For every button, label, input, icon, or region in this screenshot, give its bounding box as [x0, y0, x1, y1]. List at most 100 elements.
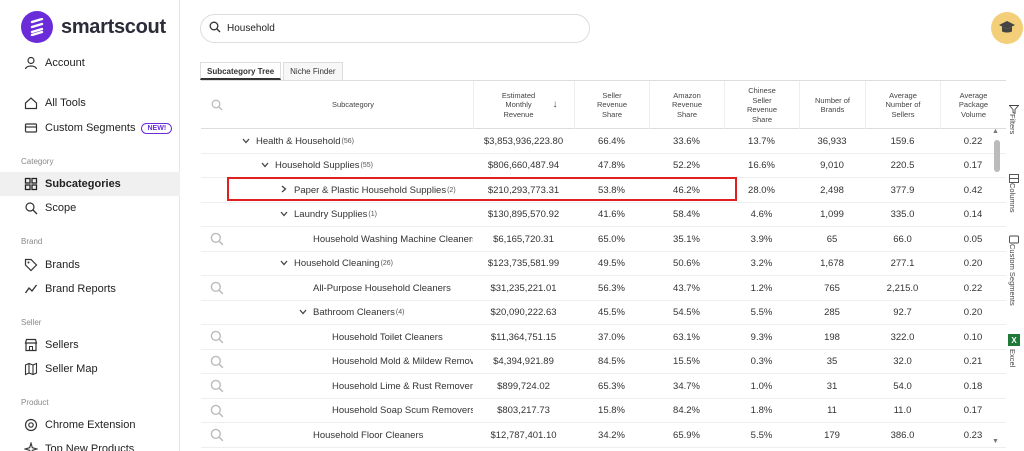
sidebar-item-seller-map[interactable]: Seller Map — [0, 357, 180, 381]
row-search-cell[interactable] — [201, 325, 233, 350]
header-subcategory[interactable]: Subcategory — [331, 100, 375, 110]
chinese-share-cell: 4.6% — [750, 209, 773, 221]
row-search-cell[interactable] — [201, 276, 233, 301]
subcategory-cell[interactable]: Health & Household (56) — [241, 129, 473, 154]
user-icon — [23, 55, 39, 71]
subcategory-cell[interactable]: Paper & Plastic Household Supplies (2) — [279, 178, 473, 203]
table-row[interactable]: Household Cleaning (26) $123,735,581.99 49.… — [201, 252, 1006, 277]
sidebar: smartscout Account All Tools Custom Segm… — [0, 0, 180, 451]
sidebar-item-all-tools[interactable]: All Tools — [0, 91, 180, 115]
subcategory-cell[interactable]: Household Cleaning (26) — [279, 252, 473, 277]
table-row[interactable]: Laundry Supplies (1) $130,895,570.92 41.6% 5… — [201, 203, 1006, 228]
header-amazon-share[interactable]: Amazon Revenue Share — [649, 81, 724, 129]
chinese-share-cell: 1.2% — [750, 282, 773, 294]
sidebar-item-chrome-extension[interactable]: Chrome Extension — [0, 413, 180, 437]
subcategory-cell[interactable]: Bathroom Cleaners (4) — [298, 301, 473, 326]
row-search-cell[interactable] — [201, 350, 233, 375]
header-search-cell[interactable] — [201, 81, 233, 129]
table-row[interactable]: Health & Household (56) $3,853,936,223.80 6… — [201, 129, 1006, 154]
header-avg-sellers[interactable]: Average Number of Sellers — [865, 81, 940, 129]
table-row[interactable]: Household Supplies (55) $806,660,487.94 47.… — [201, 154, 1006, 179]
sidebar-item-sellers[interactable]: Sellers — [0, 333, 180, 357]
sidebar-item-label: Custom Segments — [45, 122, 136, 134]
revenue-cell: $130,895,570.92 — [487, 209, 560, 221]
sidebar-item-scope[interactable]: Scope — [0, 196, 180, 220]
sidebar-item-label: Brand Reports — [45, 283, 116, 295]
header-pkg-volume-label: Average Package Volume — [958, 90, 989, 119]
header-brands[interactable]: Number of Brands — [799, 81, 865, 129]
avg-sellers-cell: 322.0 — [890, 331, 915, 343]
excel-icon[interactable]: X — [1008, 334, 1020, 346]
table-row[interactable]: Paper & Plastic Household Supplies (2) $21… — [201, 178, 1006, 203]
chevron-down-icon[interactable] — [279, 259, 289, 268]
row-search-cell[interactable] — [201, 423, 233, 448]
chevron-right-icon[interactable] — [279, 185, 289, 195]
subcategory-cell[interactable]: Household Toilet Cleaners — [332, 325, 473, 350]
sidebar-item-account[interactable]: Account — [0, 51, 180, 75]
filter-icon[interactable] — [1008, 101, 1020, 119]
brands-cell: 2,498 — [820, 184, 844, 196]
avatar[interactable] — [991, 12, 1023, 44]
columns-tab[interactable]: Columns — [1008, 183, 1017, 213]
table-row[interactable]: Household Mold & Mildew Removers $4,394,9… — [201, 350, 1006, 375]
table-row[interactable]: Household Washing Machine Cleaners $6,165… — [201, 227, 1006, 252]
segments-icon[interactable] — [1009, 231, 1019, 249]
sidebar-item-label: Account — [45, 57, 85, 69]
table-row[interactable]: Bathroom Cleaners (4) $20,090,222.63 45.5% 5… — [201, 301, 1006, 326]
table-row[interactable]: Household Toilet Cleaners $11,364,751.15 3… — [201, 325, 1006, 350]
subcategory-cell[interactable]: Household Washing Machine Cleaners — [313, 227, 473, 252]
subcategory-name: Paper & Plastic Household Supplies — [294, 184, 447, 196]
subcategory-cell[interactable]: Household Supplies (55) — [260, 154, 473, 179]
child-count: (2) — [447, 186, 456, 194]
row-search-cell[interactable] — [201, 399, 233, 424]
scroll-down-icon[interactable]: ▼ — [992, 438, 999, 445]
subcategory-cell[interactable]: Household Floor Cleaners — [313, 423, 473, 448]
sidebar-item-label: Chrome Extension — [45, 419, 136, 431]
header-chinese-share[interactable]: Chinese Seller Revenue Share — [724, 81, 799, 129]
subcategory-cell[interactable]: Laundry Supplies (1) — [279, 203, 473, 228]
map-icon — [23, 361, 39, 377]
search-icon — [210, 404, 224, 418]
subcategory-cell[interactable]: Household Mold & Mildew Removers — [332, 350, 473, 375]
columns-icon[interactable] — [1009, 170, 1019, 188]
revenue-cell: $123,735,581.99 — [487, 258, 560, 270]
subcategory-cell[interactable]: All-Purpose Household Cleaners — [313, 276, 473, 301]
row-search-cell[interactable] — [201, 374, 233, 399]
table-row[interactable]: Household Soap Scum Removers $803,217.73 1… — [201, 399, 1006, 424]
chinese-share-cell: 9.3% — [750, 331, 773, 343]
brands-cell: 285 — [824, 307, 840, 319]
tab-niche-finder[interactable]: Niche Finder — [283, 62, 343, 80]
subcategory-cell[interactable]: Household Soap Scum Removers — [332, 399, 473, 424]
subcategory-name: All-Purpose Household Cleaners — [313, 282, 451, 294]
table-row[interactable]: Household Lime & Rust Removers $899,724.0… — [201, 374, 1006, 399]
header-revenue[interactable]: Estimated Monthly Revenue ↓ — [473, 81, 574, 129]
subcategory-name: Household Floor Cleaners — [313, 429, 424, 441]
logo[interactable]: smartscout — [21, 11, 166, 43]
search-input[interactable]: Household — [200, 14, 590, 43]
chevron-down-icon[interactable] — [241, 137, 251, 146]
table-row[interactable]: Household Floor Cleaners $12,787,401.10 34… — [201, 423, 1006, 448]
chevron-down-icon[interactable] — [260, 161, 270, 170]
sidebar-item-subcategories[interactable]: Subcategories — [0, 172, 180, 196]
scrollbar[interactable] — [994, 140, 1000, 172]
header-seller-share[interactable]: Seller Revenue Share — [574, 81, 649, 129]
chevron-down-icon[interactable] — [279, 210, 289, 219]
excel-tab[interactable]: Excel — [1008, 349, 1017, 368]
sidebar-item-brand-reports[interactable]: Brand Reports — [0, 277, 180, 301]
custom-segments-tab[interactable]: Custom Segments — [1008, 244, 1017, 306]
scroll-up-icon[interactable]: ▲ — [992, 128, 999, 135]
subcategory-name: Bathroom Cleaners — [313, 307, 395, 319]
chevron-down-icon[interactable] — [298, 308, 308, 317]
subcategory-cell[interactable]: Household Lime & Rust Removers — [332, 374, 473, 399]
brands-cell: 765 — [824, 282, 840, 294]
header-pkg-volume[interactable]: Average Package Volume — [940, 81, 1006, 129]
filters-tab[interactable]: Filters — [1008, 114, 1017, 135]
sidebar-item-brands[interactable]: Brands — [0, 253, 180, 277]
table-row[interactable]: All-Purpose Household Cleaners $31,235,22… — [201, 276, 1006, 301]
tab-subcategory-tree[interactable]: Subcategory Tree — [200, 62, 282, 80]
pkg-volume-cell: 0.17 — [963, 160, 983, 172]
sidebar-item-custom-segments[interactable]: Custom Segments NEW! — [0, 116, 180, 140]
sidebar-item-top-new-products[interactable]: Top New Products — [0, 437, 180, 451]
row-search-cell[interactable] — [201, 227, 233, 252]
brands-cell: 198 — [824, 331, 840, 343]
